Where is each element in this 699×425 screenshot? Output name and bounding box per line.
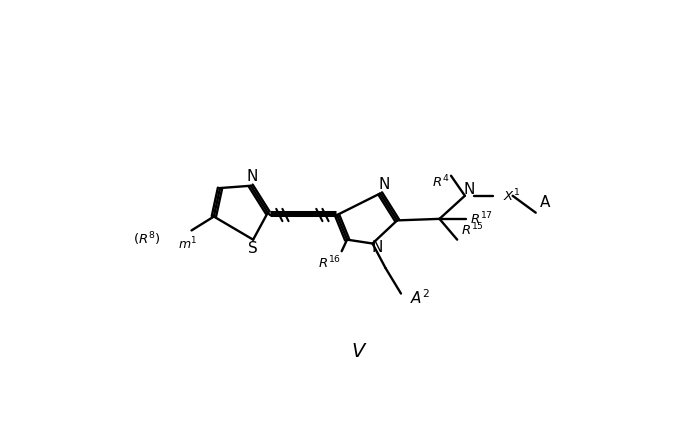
Text: $R^{15}$: $R^{15}$ [461,221,484,238]
Text: $(R^8)$: $(R^8)$ [133,231,161,249]
Text: $A^2$: $A^2$ [410,288,431,307]
Text: N: N [247,169,258,184]
Text: A: A [540,196,550,210]
Text: $R^{17}$: $R^{17}$ [470,210,493,227]
Text: $R^4$: $R^4$ [432,173,449,190]
Text: $m^1$: $m^1$ [178,235,198,252]
Text: N: N [463,182,475,197]
Text: N: N [371,240,383,255]
Text: N: N [378,177,390,192]
Text: S: S [248,241,258,256]
Text: $R^{16}$: $R^{16}$ [318,255,341,271]
Text: V: V [352,342,366,361]
Text: $X^1$: $X^1$ [503,187,520,204]
